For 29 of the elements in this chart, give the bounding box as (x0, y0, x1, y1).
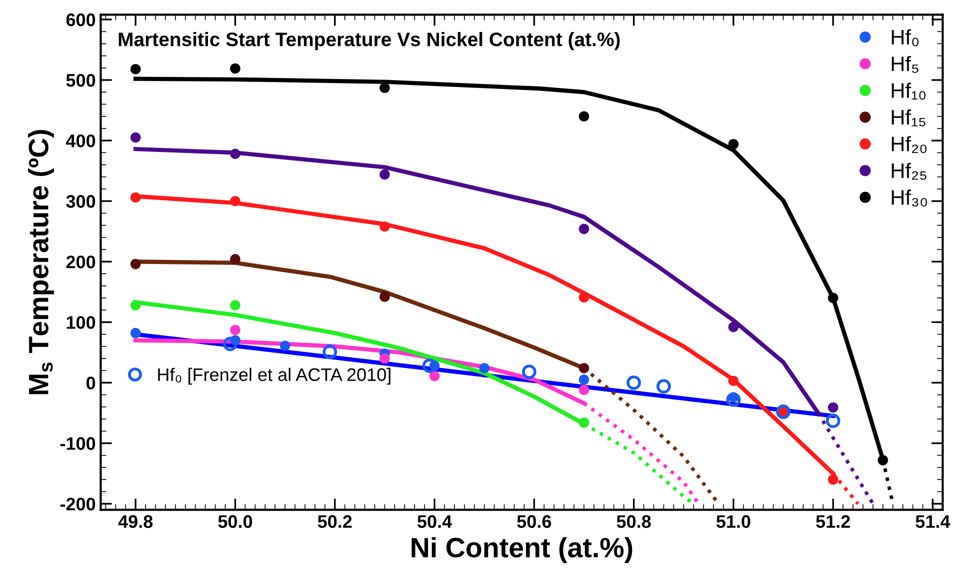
x-tick-label: 50.2 (318, 515, 352, 528)
x-tick-label: 50.8 (616, 515, 651, 528)
y-tick-label: 100 (66, 316, 96, 329)
x-tick-label: 49.8 (118, 515, 153, 528)
x-tick-label: 51.0 (716, 515, 750, 528)
legend-label: Hf₀ (892, 29, 918, 46)
x-tick-label: 51.2 (816, 515, 850, 528)
y-tick-label: 400 (66, 134, 96, 148)
x-axis-title: Ni Content (at.%) (412, 537, 632, 563)
text: Martensitic Start Temperature Vs Nickel Content (at.%) (118, 32, 620, 50)
y-axis-title: M$_{s}$ Temperature (ºC) (28, 130, 54, 394)
y-tick-label: 200 (66, 256, 96, 268)
y-tick-label: -200 (60, 498, 96, 510)
legend-label: Hf₅ (892, 56, 918, 73)
y-tick-label: 300 (66, 195, 96, 208)
y-tick-label: 500 (66, 74, 96, 87)
x-tick-label: 50.4 (417, 515, 452, 528)
legend-label: Hf₀ [Frenzel et al ACTA 2010] (158, 368, 390, 385)
legend-label: Hf₂₀ (892, 136, 927, 154)
legend-label: Hf₁₀ (892, 82, 926, 100)
y-tick-label: -100 (60, 437, 96, 450)
legend-label: Hf₂₅ (892, 162, 926, 180)
x-tick-label: 50.6 (517, 515, 552, 528)
y-tick-label: 600 (66, 13, 96, 26)
x-tick-label: 51.4 (916, 515, 950, 528)
legend-label: Hf₃₀ (892, 190, 927, 206)
legend-label: Hf₁₅ (892, 109, 926, 126)
x-tick-label: 50.0 (218, 515, 252, 528)
y-tick-label: 0 (86, 376, 96, 390)
